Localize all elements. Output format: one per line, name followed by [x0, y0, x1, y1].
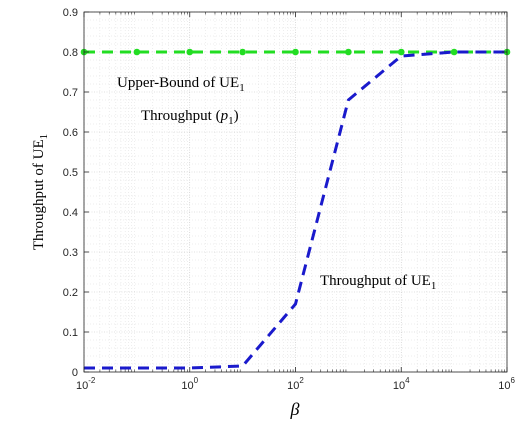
y-tick-label: 0.6 [63, 127, 78, 139]
y-tick-label: 0.3 [63, 247, 78, 259]
annotation-upper-bound: Upper-Bound of UE1 [117, 75, 245, 94]
x-tick-label-base: 10 [393, 380, 405, 392]
annotation-p1-text: Throughput ( [141, 108, 221, 124]
x-tick-label: 10-2 [76, 376, 96, 392]
y-axis-label-text: Throughput of UE [31, 139, 47, 250]
y-tick-label: 0.8 [63, 47, 78, 59]
y-axis-label: Throughput of UE1 [31, 134, 50, 250]
series-layer [80, 48, 511, 370]
y-tick-label: 0 [72, 367, 78, 379]
x-tick-label-exp: 4 [405, 376, 410, 385]
series-0-marker [133, 48, 141, 56]
annotation-upper-bound-sub: 1 [239, 82, 245, 94]
x-tick-label-base: 10 [181, 380, 193, 392]
series-0-marker [450, 48, 458, 56]
annotation-ue1-text: Throughput of UE [320, 273, 431, 289]
x-tick-label-exp: 2 [299, 376, 304, 385]
x-tick-label-exp: 0 [194, 376, 199, 385]
x-tick-label-base: 10 [498, 380, 510, 392]
series-0-marker [292, 48, 299, 56]
y-tick-label: 0.7 [63, 87, 78, 99]
y-tick-labels: 0 0.1 0.2 0.3 0.4 0.5 0.6 0.7 0.8 0.9 [63, 7, 78, 379]
series-0-marker [186, 48, 194, 56]
annotation-upper-bound-text: Upper-Bound of UE [117, 75, 239, 91]
x-tick-label: 102 [287, 376, 304, 392]
x-tick-label-base: 10 [287, 380, 299, 392]
y-tick-label: 0.9 [63, 7, 78, 19]
annotation-throughput-ue1: Throughput of UE1 [320, 273, 436, 292]
ticks-layer [83, 11, 508, 373]
annotation-p1-math: p [220, 108, 229, 124]
y-axis-label-sub: 1 [38, 134, 50, 140]
series-1-line [84, 50, 507, 370]
x-tick-label: 104 [393, 376, 410, 392]
x-tick-label: 106 [498, 376, 515, 392]
x-tick-label-base: 10 [76, 380, 88, 392]
annotation-p1-math-sub: 1 [228, 115, 234, 127]
x-tick-label-exp: 6 [511, 376, 516, 385]
x-tick-label: 100 [181, 376, 198, 392]
series-0-marker [397, 48, 405, 56]
annotation-p1-tail: ) [234, 108, 239, 124]
y-tick-label: 0.1 [63, 327, 78, 339]
y-tick-label: 0.5 [63, 167, 78, 179]
x-tick-label-exp: -2 [88, 376, 96, 385]
annotation-ue1-sub: 1 [431, 280, 437, 292]
series-0-marker [239, 48, 246, 56]
series-0-marker [345, 48, 352, 56]
annotation-throughput-p1: Throughput (p1) [141, 108, 239, 127]
minor-grid [84, 12, 507, 372]
x-tick-labels: 10-2 100 102 104 106 [76, 376, 516, 392]
y-tick-label: 0.4 [63, 207, 78, 219]
x-axis-label: β [290, 399, 300, 419]
y-tick-label: 0.2 [63, 287, 78, 299]
